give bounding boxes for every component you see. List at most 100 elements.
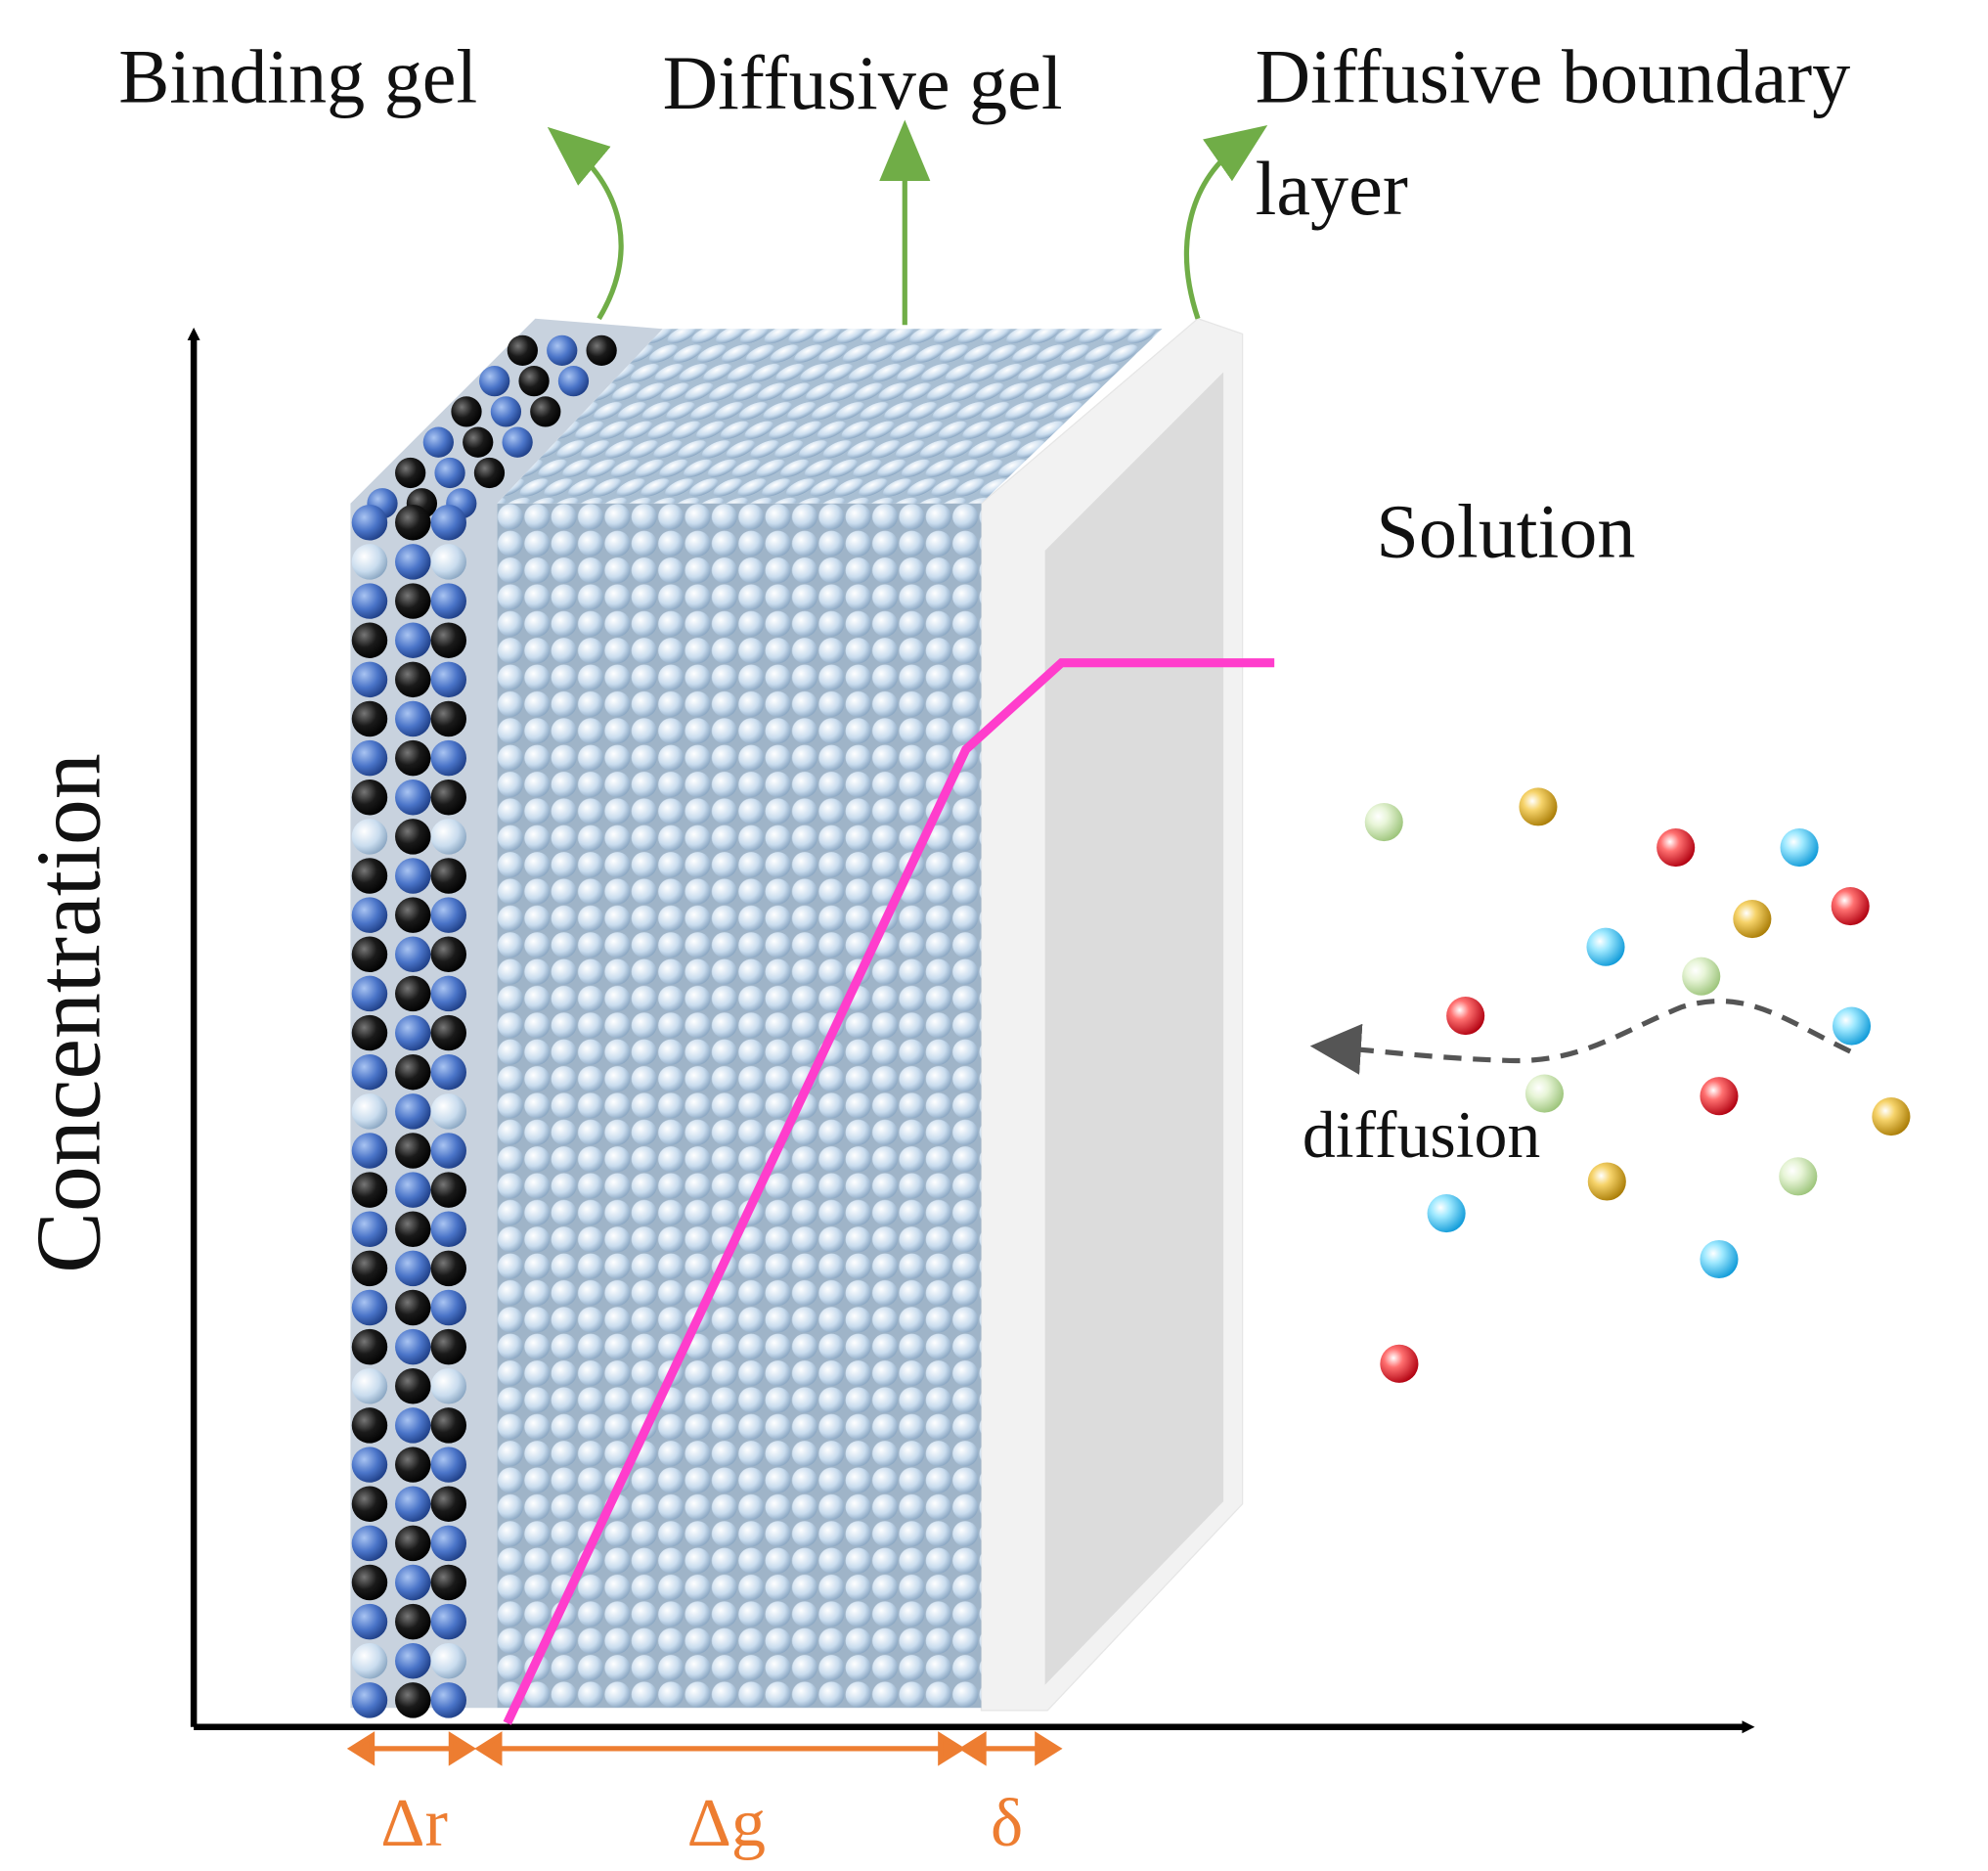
sphere <box>507 334 538 366</box>
sphere <box>395 1407 431 1444</box>
sphere <box>351 1682 388 1718</box>
sphere <box>351 505 388 541</box>
label-boundary: layer <box>1256 146 1408 231</box>
sphere <box>351 936 388 973</box>
sphere <box>351 1564 388 1601</box>
sphere <box>430 661 467 698</box>
sphere <box>395 457 426 489</box>
particle <box>1519 787 1558 826</box>
sphere <box>430 583 467 619</box>
particle <box>1446 997 1485 1036</box>
sphere <box>351 819 388 855</box>
sphere <box>395 1486 431 1522</box>
sphere <box>430 897 467 933</box>
sphere <box>395 1642 431 1679</box>
sphere <box>557 365 590 397</box>
sphere <box>351 1642 388 1679</box>
solution-particles <box>1364 787 1911 1383</box>
sphere <box>395 1014 431 1051</box>
sphere <box>351 1133 388 1169</box>
sphere <box>351 544 388 580</box>
sphere <box>518 365 550 397</box>
sphere <box>430 779 467 816</box>
sphere <box>430 1642 467 1679</box>
sphere <box>395 1682 431 1718</box>
sphere <box>422 426 454 458</box>
sphere <box>351 1289 388 1326</box>
sphere <box>430 544 467 580</box>
label-delta-r: Δr <box>380 1785 448 1861</box>
sphere <box>351 858 388 894</box>
sphere <box>395 1250 431 1287</box>
particle <box>1779 1157 1818 1196</box>
sphere <box>351 583 388 619</box>
sphere <box>395 505 431 541</box>
sphere <box>430 1682 467 1718</box>
sphere <box>395 1447 431 1483</box>
sphere <box>351 975 388 1012</box>
sphere <box>395 739 431 777</box>
binding-gel <box>350 318 663 1718</box>
sphere <box>395 1525 431 1562</box>
particle <box>1380 1344 1419 1383</box>
dimension-arrows <box>346 1731 1063 1766</box>
sphere <box>351 1603 388 1640</box>
particle <box>1832 1006 1872 1046</box>
particle <box>1364 802 1403 842</box>
particle <box>1700 1077 1739 1116</box>
sphere <box>351 739 388 777</box>
sphere <box>430 819 467 855</box>
pointer-arrow <box>1184 124 1268 320</box>
particle <box>1700 1239 1739 1279</box>
sphere <box>395 1328 431 1365</box>
sphere <box>395 897 431 933</box>
label-delta-g: Δg <box>687 1785 766 1861</box>
sphere <box>430 739 467 777</box>
sphere <box>434 457 465 489</box>
sphere <box>395 1603 431 1640</box>
sphere <box>395 583 431 619</box>
sphere <box>430 1250 467 1287</box>
sphere <box>351 1093 388 1130</box>
particle <box>1657 828 1696 868</box>
sphere <box>430 936 467 973</box>
concentration-profile <box>503 658 1275 1725</box>
sphere <box>430 975 467 1012</box>
sphere <box>351 1486 388 1522</box>
sphere <box>430 1093 467 1130</box>
sphere <box>430 622 467 658</box>
particle <box>1524 1074 1565 1113</box>
sphere <box>395 1172 431 1208</box>
sphere <box>351 779 388 816</box>
sphere <box>395 1368 431 1404</box>
sphere <box>502 426 533 458</box>
sphere <box>351 1447 388 1483</box>
sphere <box>351 1211 388 1247</box>
particle <box>1427 1194 1466 1233</box>
sphere <box>351 897 388 933</box>
sphere <box>430 1211 467 1247</box>
sphere <box>530 396 561 427</box>
sphere <box>395 622 431 658</box>
diffusion-arrow <box>1309 998 1852 1075</box>
sphere <box>430 1328 467 1365</box>
sphere <box>430 1407 467 1444</box>
sphere <box>430 1172 467 1208</box>
particle <box>1586 927 1625 966</box>
particle <box>1780 828 1819 868</box>
sphere <box>430 1486 467 1522</box>
sphere <box>351 661 388 698</box>
binding-gel-body <box>350 318 663 1709</box>
sphere <box>430 700 467 737</box>
sphere <box>479 365 510 397</box>
sphere <box>395 1133 431 1169</box>
sphere <box>351 1053 388 1091</box>
sphere <box>395 936 431 973</box>
sphere <box>586 334 617 366</box>
label-diffusion: diffusion <box>1303 1098 1540 1172</box>
label-binding-gel: Binding gel <box>118 33 477 118</box>
sphere <box>430 1525 467 1562</box>
sphere <box>430 1289 467 1326</box>
sphere <box>430 1564 467 1601</box>
